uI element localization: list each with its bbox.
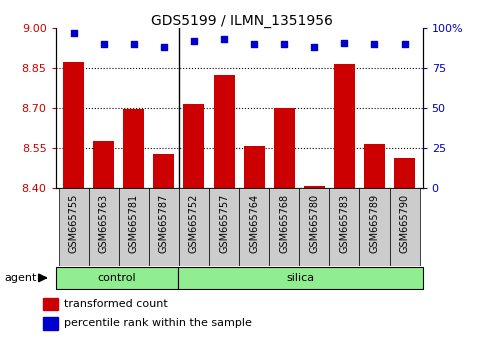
Bar [209, 188, 239, 266]
Bar [269, 188, 299, 266]
Text: GSM665752: GSM665752 [189, 194, 199, 253]
Bar [89, 188, 119, 266]
Point [280, 41, 288, 47]
Text: GSM665768: GSM665768 [279, 194, 289, 253]
Bar [334, 64, 355, 188]
Text: agent: agent [5, 273, 37, 283]
Text: GDS5199 / ILMN_1351956: GDS5199 / ILMN_1351956 [151, 14, 332, 28]
Text: GSM665787: GSM665787 [159, 194, 169, 253]
Point [70, 30, 77, 36]
Point [190, 38, 198, 44]
Text: GSM665755: GSM665755 [69, 194, 79, 253]
Text: GSM665763: GSM665763 [99, 194, 109, 253]
Bar [58, 188, 89, 266]
Bar [359, 188, 389, 266]
Bar [213, 75, 235, 188]
Bar [153, 154, 174, 188]
Text: percentile rank within the sample: percentile rank within the sample [64, 318, 252, 329]
Text: GSM665780: GSM665780 [309, 194, 319, 253]
Bar [329, 188, 359, 266]
Bar [364, 144, 385, 188]
Bar [179, 188, 209, 266]
Text: GSM665783: GSM665783 [340, 194, 349, 253]
Text: transformed count: transformed count [64, 299, 168, 309]
Point [220, 37, 228, 42]
Text: GSM665789: GSM665789 [369, 194, 380, 253]
Bar [304, 186, 325, 188]
Bar [43, 317, 58, 330]
Bar [123, 109, 144, 188]
Bar [63, 62, 84, 188]
Bar [119, 188, 149, 266]
Point [311, 45, 318, 50]
Bar [149, 188, 179, 266]
Point [130, 41, 138, 47]
Bar [184, 104, 204, 188]
Bar [274, 108, 295, 188]
Text: GSM665781: GSM665781 [129, 194, 139, 253]
Bar [389, 188, 420, 266]
Bar [299, 188, 329, 266]
Text: silica: silica [286, 273, 314, 283]
Point [370, 41, 378, 47]
Bar [43, 298, 58, 310]
Bar [394, 159, 415, 188]
Point [160, 45, 168, 50]
Point [401, 41, 409, 47]
Bar [178, 267, 423, 289]
Text: control: control [98, 273, 136, 283]
Point [250, 41, 258, 47]
Bar [239, 188, 269, 266]
Point [100, 41, 108, 47]
Bar [93, 141, 114, 188]
Bar [243, 147, 265, 188]
Text: GSM665790: GSM665790 [399, 194, 410, 253]
Text: GSM665757: GSM665757 [219, 194, 229, 253]
Bar [56, 267, 178, 289]
Text: GSM665764: GSM665764 [249, 194, 259, 253]
Point [341, 40, 348, 46]
